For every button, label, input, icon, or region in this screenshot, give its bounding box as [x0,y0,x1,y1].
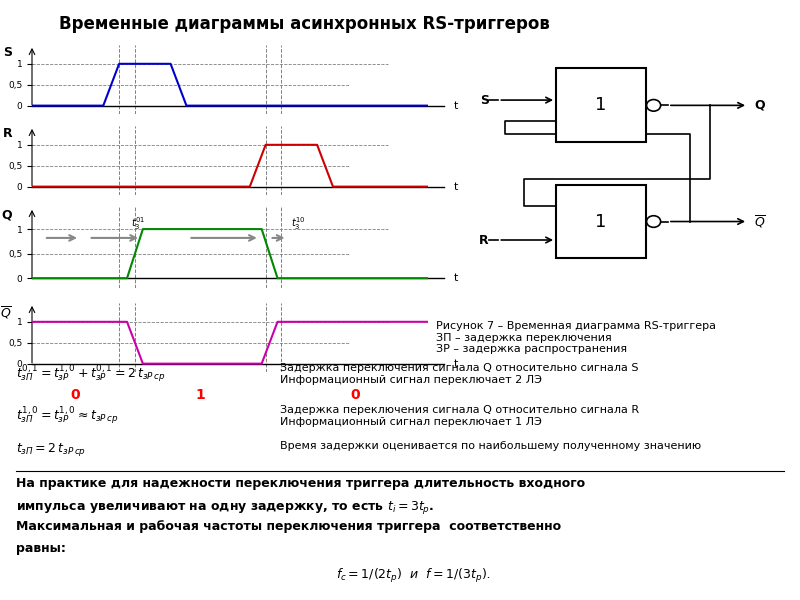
Text: t: t [454,273,458,283]
Text: $t^{1,0}_{зП} = t^{1,0}_{зР} \approx t_{зР\, ср}$: $t^{1,0}_{зП} = t^{1,0}_{зР} \approx t_{… [16,405,118,426]
Bar [556,185,646,259]
Text: Q: Q [2,208,12,221]
Text: На практике для надежности переключения триггера длительность входного: На практике для надежности переключения … [16,477,585,490]
Text: $\overline{Q}$: $\overline{Q}$ [0,304,12,321]
Text: Временные диаграммы асинхронных RS-триггеров: Временные диаграммы асинхронных RS-тригг… [58,15,550,33]
Text: Q: Q [754,99,765,112]
Text: $\overline{Q}$: $\overline{Q}$ [754,213,766,230]
Text: равны:: равны: [16,542,66,555]
Text: 0: 0 [350,388,359,402]
Text: импульса увеличивают на одну задержку, то есть $t_i = 3t_p$.: импульса увеличивают на одну задержку, т… [16,499,434,516]
Text: 1: 1 [595,212,606,230]
Text: R: R [479,233,489,247]
Text: Максимальная и рабочая частоты переключения триггера  соответственно: Максимальная и рабочая частоты переключе… [16,520,561,533]
Text: t: t [454,359,458,368]
Text: t: t [454,101,458,110]
Text: $t_{зП} = 2\, t_{зР\, ср}$: $t_{зП} = 2\, t_{зР\, ср}$ [16,441,86,458]
Bar [556,68,646,142]
Text: t: t [454,182,458,191]
Text: 1: 1 [195,388,205,402]
Text: S: S [480,94,489,107]
Text: Рисунок 7 – Временная диаграмма RS-триггера
ЗП – задержка переключения
ЗР – заде: Рисунок 7 – Временная диаграмма RS-тригг… [436,321,716,354]
Text: $t_3^{01}$: $t_3^{01}$ [131,215,146,232]
Text: Задержка переключения сигнала Q относительно сигнала S
Информационный сигнал пер: Задержка переключения сигнала Q относите… [280,363,638,385]
Text: Задержка переключения сигнала Q относительно сигнала R
Информационный сигнал пер: Задержка переключения сигнала Q относите… [280,405,639,427]
Text: S: S [3,46,12,59]
Text: 1: 1 [595,97,606,115]
Text: Время задержки оценивается по наибольшему полученному значению: Время задержки оценивается по наибольшем… [280,441,701,451]
Text: $t_3^{10}$: $t_3^{10}$ [291,215,306,232]
Text: $t^{0,1}_{зП} = t^{1,0}_{зР} + t^{0,1}_{зР} = 2\, t_{зР\, ср}$: $t^{0,1}_{зП} = t^{1,0}_{зР} + t^{0,1}_{… [16,363,166,384]
Text: 0: 0 [70,388,80,402]
Text: $f_c = 1/(2t_p)$  и  $f = 1/(3t_p)$.: $f_c = 1/(2t_p)$ и $f = 1/(3t_p)$. [336,567,490,585]
Text: R: R [2,127,12,140]
